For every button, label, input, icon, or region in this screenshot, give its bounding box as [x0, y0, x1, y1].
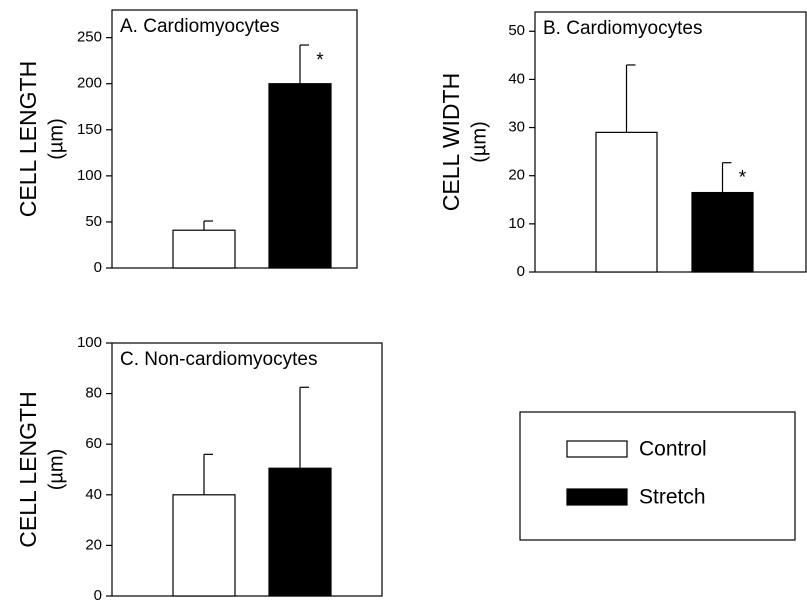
y-tick-label: 200 [77, 75, 102, 92]
legend-swatch [566, 488, 628, 506]
y-tick-label: 60 [85, 435, 102, 452]
y-tick-label: 0 [517, 263, 525, 280]
y-axis-label: CELL LENGTH [15, 61, 41, 217]
y-axis-unit: (µm) [45, 449, 67, 491]
y-tick-label: 50 [508, 22, 525, 39]
bar [691, 191, 754, 273]
significance-marker: * [739, 168, 747, 189]
legend-box [519, 411, 796, 541]
y-tick-label: 100 [77, 167, 102, 184]
legend-label: Control [639, 438, 707, 461]
y-tick-label: 250 [77, 29, 102, 46]
plot-frame [111, 342, 383, 597]
y-tick-label: 150 [77, 121, 102, 138]
y-axis-unit: (µm) [468, 121, 490, 163]
y-axis-label: CELL LENGTH [15, 391, 41, 547]
bar [268, 467, 332, 597]
panel-title: A. Cardiomyocytes [120, 16, 279, 37]
y-axis-label: CELL WIDTH [438, 73, 464, 211]
bar [268, 83, 332, 269]
legend-label: Stretch [639, 486, 706, 509]
significance-marker: * [316, 50, 324, 71]
y-tick-label: 20 [508, 167, 525, 184]
panel-title: C. Non-cardiomyocytes [120, 349, 317, 370]
y-tick-label: 40 [508, 70, 525, 87]
y-tick-label: 0 [94, 587, 102, 600]
y-tick-label: 100 [77, 334, 102, 351]
y-tick-label: 0 [94, 259, 102, 276]
bar [172, 494, 236, 597]
y-tick-label: 20 [85, 536, 102, 553]
bar [172, 229, 236, 269]
panel-title: B. Cardiomyocytes [543, 18, 702, 39]
y-tick-label: 30 [508, 119, 525, 136]
y-tick-label: 10 [508, 215, 525, 232]
plot-frame [534, 11, 807, 273]
bar [595, 131, 658, 273]
y-tick-label: 80 [85, 385, 102, 402]
y-tick-label: 40 [85, 486, 102, 503]
y-tick-label: 50 [85, 213, 102, 230]
legend-swatch [566, 440, 628, 458]
y-axis-unit: (µm) [45, 118, 67, 160]
